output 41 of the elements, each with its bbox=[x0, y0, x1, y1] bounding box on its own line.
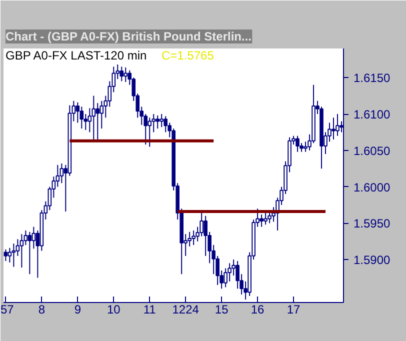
candlestick bbox=[56, 164, 60, 188]
annotation: C=1.5765 bbox=[162, 48, 214, 62]
candlestick bbox=[4, 248, 8, 262]
chart-title: Chart - (GBP A0-FX) British Pound Sterlin... bbox=[6, 30, 252, 44]
candlestick bbox=[120, 66, 124, 82]
candlestick bbox=[192, 230, 196, 246]
candlestick bbox=[336, 114, 340, 136]
candlestick bbox=[24, 230, 28, 246]
candlestick bbox=[160, 114, 164, 128]
x-tick-label: 1224 bbox=[172, 302, 200, 316]
x-tick-label: 10 bbox=[106, 302, 121, 316]
y-tick-label: 1.6000 bbox=[354, 180, 391, 194]
candlestick bbox=[148, 117, 152, 148]
y-tick-label: 1.5950 bbox=[354, 216, 391, 231]
x-tick-label: 17 bbox=[286, 302, 301, 316]
candlestick bbox=[124, 66, 128, 82]
y-tick-label: 1.5900 bbox=[354, 253, 391, 268]
x-tick-label: 9 bbox=[74, 302, 82, 316]
candlestick bbox=[96, 102, 100, 140]
x-tick-label: 15 bbox=[214, 302, 229, 316]
candlestick bbox=[296, 135, 300, 152]
y-tick-label: 1.6050 bbox=[354, 144, 391, 158]
candlestick bbox=[332, 117, 336, 140]
x-tick-label: 16 bbox=[250, 302, 265, 316]
candlestick bbox=[80, 106, 84, 130]
candlestick bbox=[260, 214, 264, 228]
y-tick-label: 1.6100 bbox=[354, 108, 391, 122]
candlestick bbox=[156, 114, 160, 130]
chart-subtitle: GBP A0-FX LAST-120 min bbox=[6, 48, 147, 62]
candlestick bbox=[12, 243, 16, 268]
candlestick bbox=[32, 226, 36, 250]
candlestick bbox=[264, 212, 268, 226]
x-tick-label: 8 bbox=[38, 302, 46, 316]
x-tick-label: 11 bbox=[143, 302, 156, 316]
candlestick bbox=[20, 234, 24, 268]
candlestick bbox=[28, 231, 32, 275]
candlestick bbox=[92, 95, 96, 140]
x-tick-label: 57 bbox=[0, 302, 14, 316]
candlestick bbox=[8, 247, 12, 263]
candlestick bbox=[84, 114, 88, 131]
y-tick-label: 1.6150 bbox=[354, 71, 391, 86]
